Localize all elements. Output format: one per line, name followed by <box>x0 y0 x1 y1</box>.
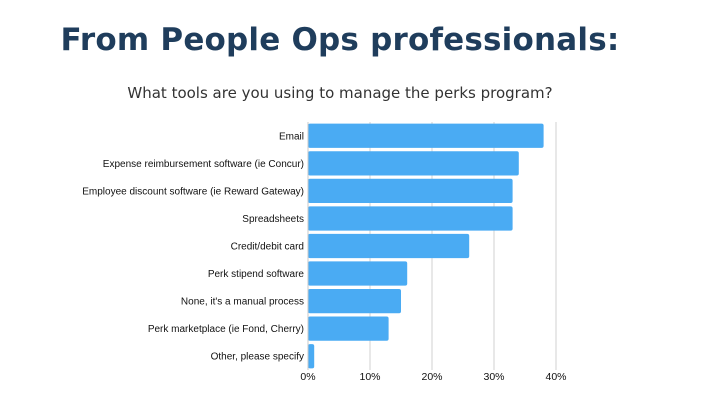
category-label: Email <box>279 131 304 142</box>
bar <box>308 178 513 204</box>
bar <box>308 206 513 231</box>
category-label: Credit/debit card <box>231 242 304 253</box>
page-title: From People Ops professionals: <box>60 22 620 58</box>
bar <box>308 316 389 341</box>
category-label: None, it's a manual process <box>181 297 304 308</box>
category-label: Employee discount software (ie Reward Ga… <box>82 186 304 197</box>
x-tick-label: 30% <box>483 371 504 383</box>
category-label: Other, please specify <box>211 352 304 363</box>
category-label: Perk marketplace (ie Fond, Cherry) <box>148 324 304 335</box>
category-label: Spreadsheets <box>242 214 304 225</box>
chart-subtitle: What tools are you using to manage the p… <box>127 84 553 102</box>
bar <box>308 344 315 369</box>
bar <box>308 261 408 286</box>
x-tick-label: 20% <box>421 371 442 383</box>
bar <box>308 151 519 176</box>
x-tick-label: 10% <box>359 371 380 383</box>
x-tick-label: 0% <box>300 371 315 383</box>
category-label: Expense reimbursement software (ie Concu… <box>103 159 304 170</box>
bar <box>308 288 401 314</box>
bar <box>308 233 470 259</box>
bar <box>308 123 544 148</box>
x-tick-label: 40% <box>545 371 566 383</box>
category-label: Perk stipend software <box>208 269 305 280</box>
